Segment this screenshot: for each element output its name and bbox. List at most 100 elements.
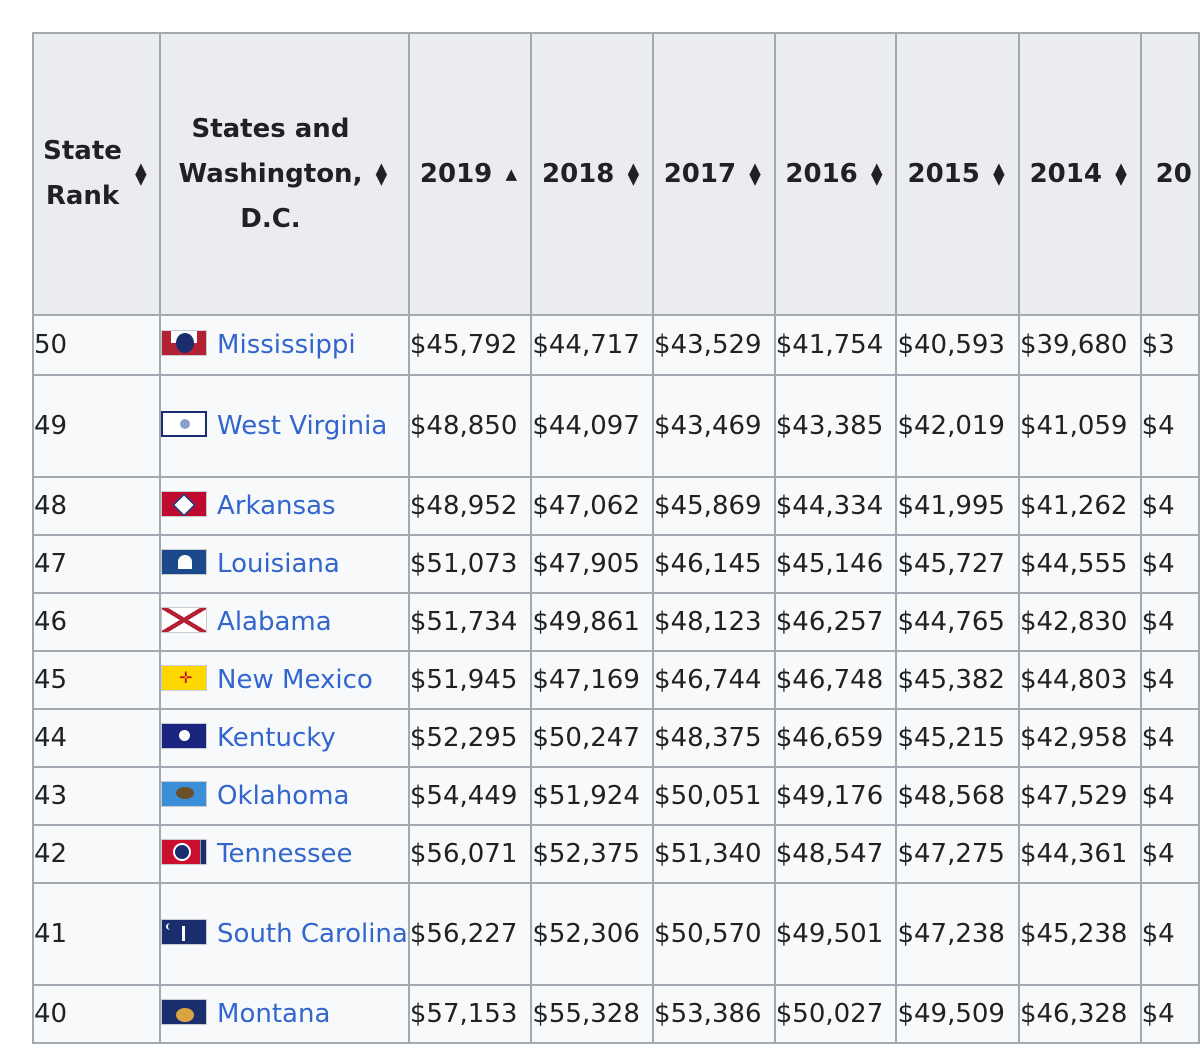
column-header[interactable]: 2015 ▲ ▼ xyxy=(895,32,1020,316)
header-row: State Rank ▲ ▼ States and Washington, D.C. ▲ ▼ 20… xyxy=(31,32,1200,316)
state-cell: Tennessee xyxy=(159,824,410,884)
income-cell: $50,051 xyxy=(652,766,776,826)
header-label-line: 2014 xyxy=(1029,158,1102,189)
flag-ky-icon[interactable] xyxy=(161,723,208,749)
flag-wv-icon[interactable] xyxy=(161,411,208,437)
flag-ok-icon[interactable] xyxy=(161,781,208,807)
state-link[interactable]: Montana xyxy=(217,999,331,1029)
rank-cell: 41 xyxy=(31,882,162,986)
income-cell: $45,146 xyxy=(773,534,898,594)
income-cell: $48,568 xyxy=(895,766,1020,826)
flag-al-icon[interactable] xyxy=(161,607,208,633)
column-header[interactable]: 2017 ▲ ▼ xyxy=(652,32,776,316)
table-row: 49 West Virginia $48,850 $44,097 $43,469 $43,… xyxy=(31,374,1200,478)
column-header[interactable]: 2014 ▲ ▼ xyxy=(1017,32,1142,316)
state-link[interactable]: Mississippi xyxy=(217,330,356,360)
income-cell: $46,257 xyxy=(773,592,898,652)
income-cell: $4 xyxy=(1139,708,1200,768)
income-cell: $4 xyxy=(1139,650,1200,710)
income-cell: $47,529 xyxy=(1017,766,1142,826)
income-cell: $44,803 xyxy=(1017,650,1142,710)
income-table: State Rank ▲ ▼ States and Washington, D.C. ▲ ▼ 20… xyxy=(31,32,1200,1044)
state-link[interactable]: South Carolina xyxy=(217,919,408,949)
flag-ar-icon[interactable] xyxy=(161,491,208,517)
flag-nm-icon[interactable] xyxy=(161,665,208,691)
header-label-line: 20 xyxy=(1155,158,1192,189)
income-cell: $47,905 xyxy=(530,534,655,594)
income-cell: $39,680 xyxy=(1017,314,1142,376)
income-cell: $49,176 xyxy=(773,766,898,826)
income-cell: $46,748 xyxy=(773,650,898,710)
state-link[interactable]: Alabama xyxy=(217,607,332,637)
rank-cell: 42 xyxy=(31,824,162,884)
income-cell: $45,869 xyxy=(652,476,776,536)
income-cell: $51,734 xyxy=(407,592,533,652)
income-cell: $41,995 xyxy=(895,476,1020,536)
income-cell: $44,334 xyxy=(773,476,898,536)
income-cell: $57,153 xyxy=(407,984,533,1044)
income-cell: $42,958 xyxy=(1017,708,1142,768)
table-row: 50 Mississippi $45,792 $44,717 $43,529 $41,75… xyxy=(31,314,1200,376)
table-row: 41 South Carolina $56,227 $52,306 $50,570 $49… xyxy=(31,882,1200,986)
income-cell: $46,328 xyxy=(1017,984,1142,1044)
state-link[interactable]: Louisiana xyxy=(217,549,340,579)
state-link[interactable]: West Virginia xyxy=(217,411,388,441)
income-cell: $44,555 xyxy=(1017,534,1142,594)
column-header-inner: 2017 ▲ ▼ xyxy=(654,34,774,314)
sort-icon[interactable]: ▲ ▼ xyxy=(993,159,1005,188)
income-cell: $56,227 xyxy=(407,882,533,986)
column-header[interactable]: 20 xyxy=(1139,32,1200,316)
income-cell: $53,386 xyxy=(652,984,776,1044)
sort-icon[interactable]: ▲ ▼ xyxy=(135,159,147,188)
column-header[interactable]: State Rank ▲ ▼ xyxy=(31,32,162,316)
column-header[interactable]: 2016 ▲ ▼ xyxy=(773,32,898,316)
income-cell: $50,247 xyxy=(530,708,655,768)
column-header-inner: States and Washington, D.C. ▲ ▼ xyxy=(161,34,408,314)
income-cell: $41,754 xyxy=(773,314,898,376)
state-link[interactable]: Arkansas xyxy=(217,491,336,521)
income-cell: $4 xyxy=(1139,824,1200,884)
income-cell: $48,123 xyxy=(652,592,776,652)
sort-ascending-icon[interactable]: ▲ xyxy=(505,164,518,183)
column-header[interactable]: States and Washington, D.C. ▲ ▼ xyxy=(159,32,410,316)
sort-icon[interactable]: ▲ ▼ xyxy=(627,159,640,188)
flag-tn-icon[interactable] xyxy=(161,839,208,865)
state-link[interactable]: New Mexico xyxy=(217,665,373,695)
income-cell: $4 xyxy=(1139,374,1200,478)
state-link[interactable]: Tennessee xyxy=(217,839,353,869)
sort-icon[interactable]: ▲ ▼ xyxy=(375,159,388,188)
rank-cell: 49 xyxy=(31,374,162,478)
flag-la-icon[interactable] xyxy=(161,549,208,575)
header-label-line: 2018 xyxy=(542,158,615,189)
state-cell: Arkansas xyxy=(159,476,410,536)
column-header-label: 2017 xyxy=(664,152,736,197)
column-header-inner: State Rank ▲ ▼ xyxy=(34,34,159,314)
state-link[interactable]: Oklahoma xyxy=(217,781,350,811)
income-cell: $51,924 xyxy=(530,766,655,826)
income-cell: $50,027 xyxy=(773,984,898,1044)
income-cell: $45,792 xyxy=(407,314,533,376)
header-label-line: States and xyxy=(191,113,350,144)
column-header-label: 2015 xyxy=(908,152,980,197)
flag-sc-icon[interactable] xyxy=(161,919,208,945)
column-header[interactable]: 2019 ▲ xyxy=(407,32,533,316)
flag-ms-icon[interactable] xyxy=(161,330,208,356)
state-cell: Alabama xyxy=(159,592,410,652)
flag-mt-icon[interactable] xyxy=(161,999,208,1025)
sort-icon[interactable]: ▲ ▼ xyxy=(871,159,883,188)
column-header-label: State Rank xyxy=(43,129,122,219)
income-cell: $46,659 xyxy=(773,708,898,768)
income-cell: $48,952 xyxy=(407,476,533,536)
rank-cell: 43 xyxy=(31,766,162,826)
sort-icon[interactable]: ▲ ▼ xyxy=(1115,159,1127,188)
column-header-label: 2018 xyxy=(542,152,614,197)
sort-icon[interactable]: ▲ ▼ xyxy=(749,159,761,188)
income-cell: $4 xyxy=(1139,534,1200,594)
income-cell: $56,071 xyxy=(407,824,533,884)
table-row: 47 Louisiana $51,073 $47,905 $46,145 $45,146 $… xyxy=(31,534,1200,594)
state-link[interactable]: Kentucky xyxy=(217,723,336,753)
column-header-inner: 2019 ▲ xyxy=(410,34,530,314)
income-cell: $47,062 xyxy=(530,476,655,536)
column-header[interactable]: 2018 ▲ ▼ xyxy=(530,32,655,316)
income-cell: $4 xyxy=(1139,984,1200,1044)
